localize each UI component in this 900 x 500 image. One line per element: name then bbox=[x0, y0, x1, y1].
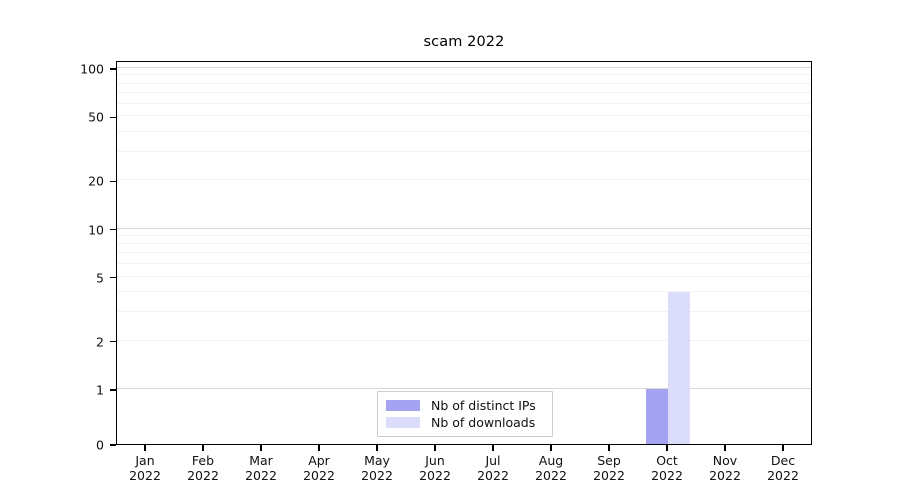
y-tick-mark bbox=[110, 116, 116, 118]
x-tick-label: Jun 2022 bbox=[419, 453, 451, 483]
gridline bbox=[117, 102, 811, 104]
x-tick-label-month: Jul bbox=[485, 453, 501, 468]
x-tick-label-month: Dec bbox=[770, 453, 796, 468]
x-tick-label-year: 2022 bbox=[361, 468, 393, 483]
legend-label: Nb of distinct IPs bbox=[431, 398, 536, 413]
x-tick-label-year: 2022 bbox=[535, 468, 567, 483]
gridline bbox=[117, 243, 811, 245]
y-tick-label: 5 bbox=[96, 270, 104, 286]
legend-label: Nb of downloads bbox=[431, 415, 536, 430]
gridline bbox=[117, 291, 811, 293]
x-tick-label-month: Oct bbox=[656, 453, 678, 468]
x-tick-label-month: Apr bbox=[308, 453, 330, 468]
y-tick-mark bbox=[110, 68, 116, 70]
x-tick-mark bbox=[724, 445, 726, 451]
y-tick-mark bbox=[110, 389, 116, 391]
x-tick-label-month: Mar bbox=[249, 453, 273, 468]
plot-area bbox=[116, 61, 812, 445]
x-tick-label-year: 2022 bbox=[303, 468, 335, 483]
x-tick-label: Jan 2022 bbox=[129, 453, 161, 483]
y-tick-mark bbox=[110, 341, 116, 343]
gridline bbox=[117, 179, 811, 181]
x-tick-label-year: 2022 bbox=[129, 468, 161, 483]
y-tick-mark bbox=[110, 277, 116, 279]
y-axis: 0 1 2 5 10 20 50 100 bbox=[0, 61, 116, 453]
y-tick-label: 0 bbox=[96, 437, 104, 453]
legend-item: Nb of distinct IPs bbox=[386, 397, 544, 414]
x-tick-mark bbox=[550, 445, 552, 451]
gridline bbox=[117, 311, 811, 313]
y-tick-label: 50 bbox=[88, 109, 104, 125]
gridline bbox=[117, 115, 811, 117]
x-tick-label: Aug 2022 bbox=[535, 453, 567, 483]
chart-title: scam 2022 bbox=[423, 34, 505, 50]
y-tick-label: 1 bbox=[96, 382, 104, 398]
chart-legend: Nb of distinct IPs Nb of downloads bbox=[377, 391, 553, 437]
x-tick-label-year: 2022 bbox=[767, 468, 799, 483]
x-tick-label-year: 2022 bbox=[651, 468, 683, 483]
x-tick-label-year: 2022 bbox=[419, 468, 451, 483]
x-tick-mark bbox=[782, 445, 784, 451]
x-tick-mark bbox=[202, 445, 204, 451]
gridline bbox=[117, 74, 811, 76]
x-tick-label-year: 2022 bbox=[187, 468, 219, 483]
gridline bbox=[117, 91, 811, 93]
x-tick-mark bbox=[144, 445, 146, 451]
x-tick-label-year: 2022 bbox=[477, 468, 509, 483]
gridline bbox=[117, 227, 811, 229]
gridlines bbox=[117, 62, 811, 444]
legend-item: Nb of downloads bbox=[386, 414, 544, 431]
x-tick-mark bbox=[492, 445, 494, 451]
y-tick-mark bbox=[110, 228, 116, 231]
x-tick-label-month: Sep bbox=[597, 453, 621, 468]
y-tick-label: 20 bbox=[88, 173, 104, 189]
y-tick-mark bbox=[110, 444, 116, 446]
y-tick-label: 100 bbox=[80, 61, 104, 77]
gridline bbox=[117, 234, 811, 236]
x-tick-label-month: Aug bbox=[538, 453, 564, 468]
gridline bbox=[117, 339, 811, 341]
y-tick-label: 2 bbox=[96, 334, 104, 350]
x-tick-label-month: Jun bbox=[425, 453, 445, 468]
gridline bbox=[117, 252, 811, 254]
gridline bbox=[117, 275, 811, 277]
x-tick-mark bbox=[260, 445, 262, 451]
gridline bbox=[117, 82, 811, 84]
x-tick-label-month: Nov bbox=[712, 453, 738, 468]
gridline bbox=[117, 67, 811, 68]
legend-swatch bbox=[386, 400, 420, 411]
x-tick-mark bbox=[608, 445, 610, 451]
x-tick-mark bbox=[318, 445, 320, 451]
x-tick-label: Apr 2022 bbox=[303, 453, 335, 483]
gridline bbox=[117, 263, 811, 265]
bar bbox=[668, 292, 690, 444]
x-tick-label-year: 2022 bbox=[593, 468, 625, 483]
gridline bbox=[117, 388, 811, 389]
x-tick-label: Feb 2022 bbox=[187, 453, 219, 483]
x-tick-label: Jul 2022 bbox=[477, 453, 509, 483]
x-tick-label-month: May bbox=[364, 453, 390, 468]
x-tick-label: Oct 2022 bbox=[651, 453, 683, 483]
bar-series-group bbox=[117, 62, 811, 444]
x-tick-label: Dec 2022 bbox=[767, 453, 799, 483]
x-axis: Jan 2022 Feb 2022 Mar 2022 Apr 2022 May 2022 Jun 20… bbox=[116, 445, 812, 500]
x-tick-mark bbox=[376, 445, 378, 451]
x-tick-label: Nov 2022 bbox=[709, 453, 741, 483]
x-tick-label-year: 2022 bbox=[709, 468, 741, 483]
legend-swatch bbox=[386, 417, 420, 428]
bar bbox=[646, 389, 668, 444]
x-tick-label: Mar 2022 bbox=[245, 453, 277, 483]
x-tick-mark bbox=[666, 445, 668, 451]
x-tick-label: Sep 2022 bbox=[593, 453, 625, 483]
gridline bbox=[117, 130, 811, 132]
y-tick-mark bbox=[110, 180, 116, 182]
y-tick-label: 10 bbox=[88, 222, 104, 237]
x-tick-label-year: 2022 bbox=[245, 468, 277, 483]
x-tick-label-month: Jan bbox=[135, 453, 155, 468]
x-tick-label: May 2022 bbox=[361, 453, 393, 483]
gridline bbox=[117, 150, 811, 152]
x-tick-mark bbox=[434, 445, 436, 451]
x-tick-label-month: Feb bbox=[191, 453, 215, 468]
